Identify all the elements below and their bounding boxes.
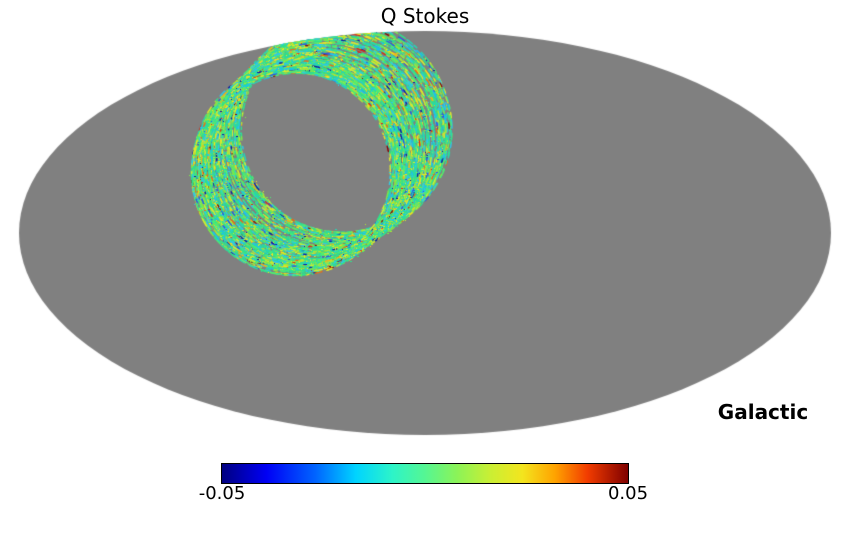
colorbar	[221, 463, 629, 484]
colorbar-min-label: -0.05	[198, 483, 246, 504]
coordinate-system-label: Galactic	[717, 400, 809, 424]
map-title: Q Stokes	[380, 4, 470, 28]
colorbar-max-label: 0.05	[607, 483, 649, 504]
